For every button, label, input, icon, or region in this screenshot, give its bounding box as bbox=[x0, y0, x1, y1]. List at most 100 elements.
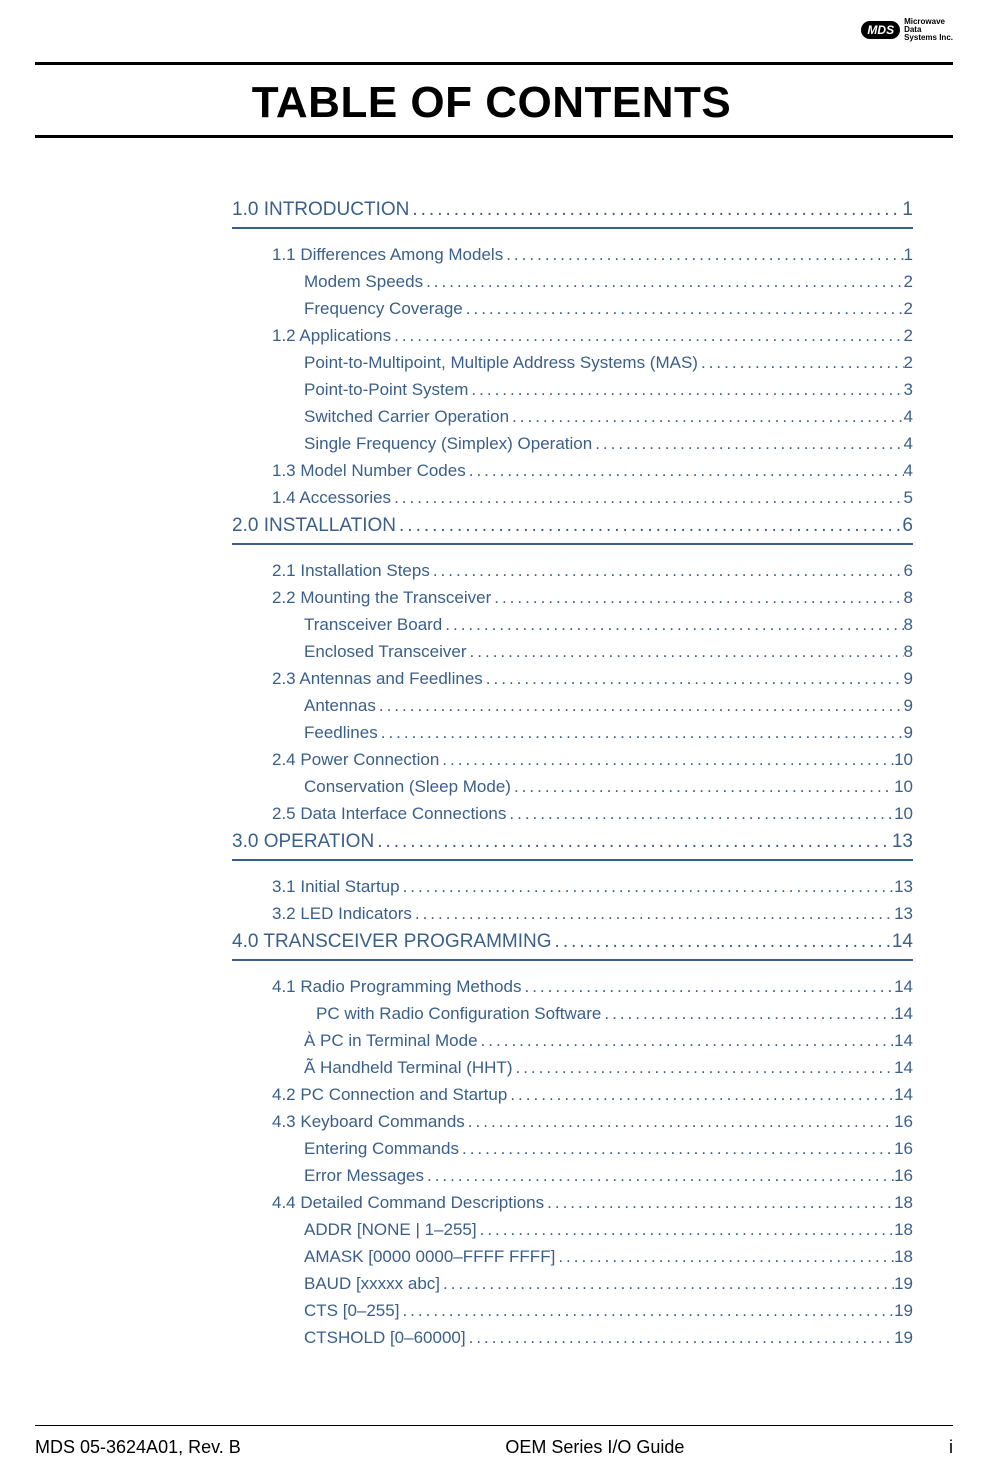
toc-leader: ........................................… bbox=[440, 1270, 894, 1297]
toc-leader: ........................................… bbox=[503, 241, 903, 268]
table-of-contents: 1.0 INTRODUCTION .......................… bbox=[232, 195, 913, 1351]
toc-entry[interactable]: 3.0 OPERATION ..........................… bbox=[232, 831, 913, 853]
toc-leader: ........................................… bbox=[430, 557, 904, 584]
toc-page: 19 bbox=[894, 1324, 913, 1351]
toc-leader: ........................................… bbox=[463, 295, 904, 322]
section-rule bbox=[232, 227, 913, 229]
toc-entry[interactable]: Modem Speeds ...........................… bbox=[232, 268, 913, 295]
toc-leader: ........................................… bbox=[391, 322, 903, 349]
toc-entry[interactable]: Feedlines ..............................… bbox=[232, 719, 913, 746]
toc-label: 2.2 Mounting the Transceiver bbox=[272, 584, 491, 611]
section-rule bbox=[232, 543, 913, 545]
toc-page: 19 bbox=[894, 1297, 913, 1324]
toc-leader: ........................................… bbox=[409, 199, 902, 221]
toc-entry[interactable]: PC with Radio Configuration Software ...… bbox=[232, 1000, 913, 1027]
toc-leader: ........................................… bbox=[423, 268, 903, 295]
toc-label: Switched Carrier Operation bbox=[304, 403, 509, 430]
toc-leader: ........................................… bbox=[478, 1027, 895, 1054]
toc-entry[interactable]: Point-to-Point System ..................… bbox=[232, 376, 913, 403]
toc-label: 1.4 Accessories bbox=[272, 484, 391, 511]
toc-page: 2 bbox=[904, 322, 913, 349]
toc-page: 18 bbox=[894, 1216, 913, 1243]
toc-leader: ........................................… bbox=[592, 430, 903, 457]
toc-entry[interactable]: 1.3 Model Number Codes .................… bbox=[232, 457, 913, 484]
toc-label: Point-to-Multipoint, Multiple Address Sy… bbox=[304, 349, 698, 376]
toc-entry[interactable]: Ã Handheld Terminal (HHT) ..............… bbox=[232, 1054, 913, 1081]
toc-label: Conservation (Sleep Mode) bbox=[304, 773, 511, 800]
toc-page: 10 bbox=[894, 773, 913, 800]
toc-label: 1.2 Applications bbox=[272, 322, 391, 349]
toc-entry[interactable]: 1.1 Differences Among Models ...........… bbox=[232, 241, 913, 268]
toc-entry[interactable]: ADDR [NONE | 1–255] ....................… bbox=[232, 1216, 913, 1243]
toc-label: Antennas bbox=[304, 692, 376, 719]
toc-entry[interactable]: 4.1 Radio Programming Methods ..........… bbox=[232, 973, 913, 1000]
toc-entry[interactable]: 4.0 TRANSCEIVER PROGRAMMING ............… bbox=[232, 931, 913, 953]
toc-entry[interactable]: Frequency Coverage .....................… bbox=[232, 295, 913, 322]
toc-page: 9 bbox=[904, 665, 913, 692]
toc-leader: ........................................… bbox=[442, 611, 903, 638]
toc-label: Point-to-Point System bbox=[304, 376, 468, 403]
toc-leader: ........................................… bbox=[391, 484, 903, 511]
toc-entry[interactable]: 1.0 INTRODUCTION .......................… bbox=[232, 199, 913, 221]
toc-leader: ........................................… bbox=[507, 1081, 894, 1108]
toc-entry[interactable]: 4.2 PC Connection and Startup ..........… bbox=[232, 1081, 913, 1108]
toc-entry[interactable]: 2.0 INSTALLATION .......................… bbox=[232, 515, 913, 537]
toc-leader: ........................................… bbox=[477, 1216, 894, 1243]
toc-entry[interactable]: 3.1 Initial Startup ....................… bbox=[232, 873, 913, 900]
toc-label: 1.1 Differences Among Models bbox=[272, 241, 503, 268]
toc-leader: ........................................… bbox=[483, 665, 904, 692]
footer: MDS 05-3624A01, Rev. B OEM Series I/O Gu… bbox=[35, 1437, 953, 1458]
toc-leader: ........................................… bbox=[468, 376, 903, 403]
toc-label: Enclosed Transceiver bbox=[304, 638, 467, 665]
toc-entry[interactable]: BAUD [xxxxx abc] .......................… bbox=[232, 1270, 913, 1297]
toc-page: 2 bbox=[904, 349, 913, 376]
toc-entry[interactable]: Conservation (Sleep Mode) ..............… bbox=[232, 773, 913, 800]
toc-leader: ........................................… bbox=[439, 746, 894, 773]
toc-entry[interactable]: 2.1 Installation Steps .................… bbox=[232, 557, 913, 584]
toc-page: 4 bbox=[904, 403, 913, 430]
toc-entry[interactable]: 4.4 Detailed Command Descriptions ......… bbox=[232, 1189, 913, 1216]
toc-page: 2 bbox=[904, 268, 913, 295]
toc-page: 8 bbox=[904, 611, 913, 638]
toc-entry[interactable]: Error Messages .........................… bbox=[232, 1162, 913, 1189]
toc-entry[interactable]: Single Frequency (Simplex) Operation ...… bbox=[232, 430, 913, 457]
toc-entry[interactable]: 1.4 Accessories ........................… bbox=[232, 484, 913, 511]
toc-page: 14 bbox=[894, 1027, 913, 1054]
toc-entry[interactable]: Point-to-Multipoint, Multiple Address Sy… bbox=[232, 349, 913, 376]
toc-page: 14 bbox=[894, 973, 913, 1000]
toc-leader: ........................................… bbox=[506, 800, 894, 827]
toc-entry[interactable]: Transceiver Board ......................… bbox=[232, 611, 913, 638]
toc-entry[interactable]: Antennas ...............................… bbox=[232, 692, 913, 719]
toc-entry[interactable]: Enclosed Transceiver ...................… bbox=[232, 638, 913, 665]
toc-leader: ........................................… bbox=[601, 1000, 894, 1027]
toc-entry[interactable]: Entering Commands ......................… bbox=[232, 1135, 913, 1162]
toc-entry[interactable]: CTSHOLD [0–60000] ......................… bbox=[232, 1324, 913, 1351]
toc-entry[interactable]: 2.3 Antennas and Feedlines .............… bbox=[232, 665, 913, 692]
title-rule bbox=[35, 135, 953, 138]
toc-label: ADDR [NONE | 1–255] bbox=[304, 1216, 477, 1243]
toc-leader: ........................................… bbox=[400, 873, 895, 900]
toc-entry[interactable]: 3.2 LED Indicators .....................… bbox=[232, 900, 913, 927]
logo-badge: MDS bbox=[861, 21, 900, 39]
footer-page-num: i bbox=[949, 1437, 953, 1458]
toc-page: 3 bbox=[904, 376, 913, 403]
toc-page: 14 bbox=[894, 1000, 913, 1027]
toc-page: 1 bbox=[904, 241, 913, 268]
toc-label: Single Frequency (Simplex) Operation bbox=[304, 430, 592, 457]
toc-label: AMASK [0000 0000–FFFF FFFF] bbox=[304, 1243, 555, 1270]
toc-entry[interactable]: AMASK [0000 0000–FFFF FFFF] ............… bbox=[232, 1243, 913, 1270]
toc-label: 2.1 Installation Steps bbox=[272, 557, 430, 584]
toc-entry[interactable]: 2.2 Mounting the Transceiver ...........… bbox=[232, 584, 913, 611]
toc-entry[interactable]: À PC in Terminal Mode ..................… bbox=[232, 1027, 913, 1054]
toc-entry[interactable]: CTS [0–255] ............................… bbox=[232, 1297, 913, 1324]
toc-entry[interactable]: 2.4 Power Connection ...................… bbox=[232, 746, 913, 773]
toc-leader: ........................................… bbox=[376, 692, 904, 719]
toc-entry[interactable]: Switched Carrier Operation .............… bbox=[232, 403, 913, 430]
toc-entry[interactable]: 4.3 Keyboard Commands ..................… bbox=[232, 1108, 913, 1135]
logo-text: Microwave Data Systems Inc. bbox=[904, 18, 953, 42]
toc-label: 4.4 Detailed Command Descriptions bbox=[272, 1189, 544, 1216]
toc-page: 9 bbox=[904, 719, 913, 746]
toc-entry[interactable]: 1.2 Applications .......................… bbox=[232, 322, 913, 349]
toc-entry[interactable]: 2.5 Data Interface Connections .........… bbox=[232, 800, 913, 827]
toc-label: 2.4 Power Connection bbox=[272, 746, 439, 773]
